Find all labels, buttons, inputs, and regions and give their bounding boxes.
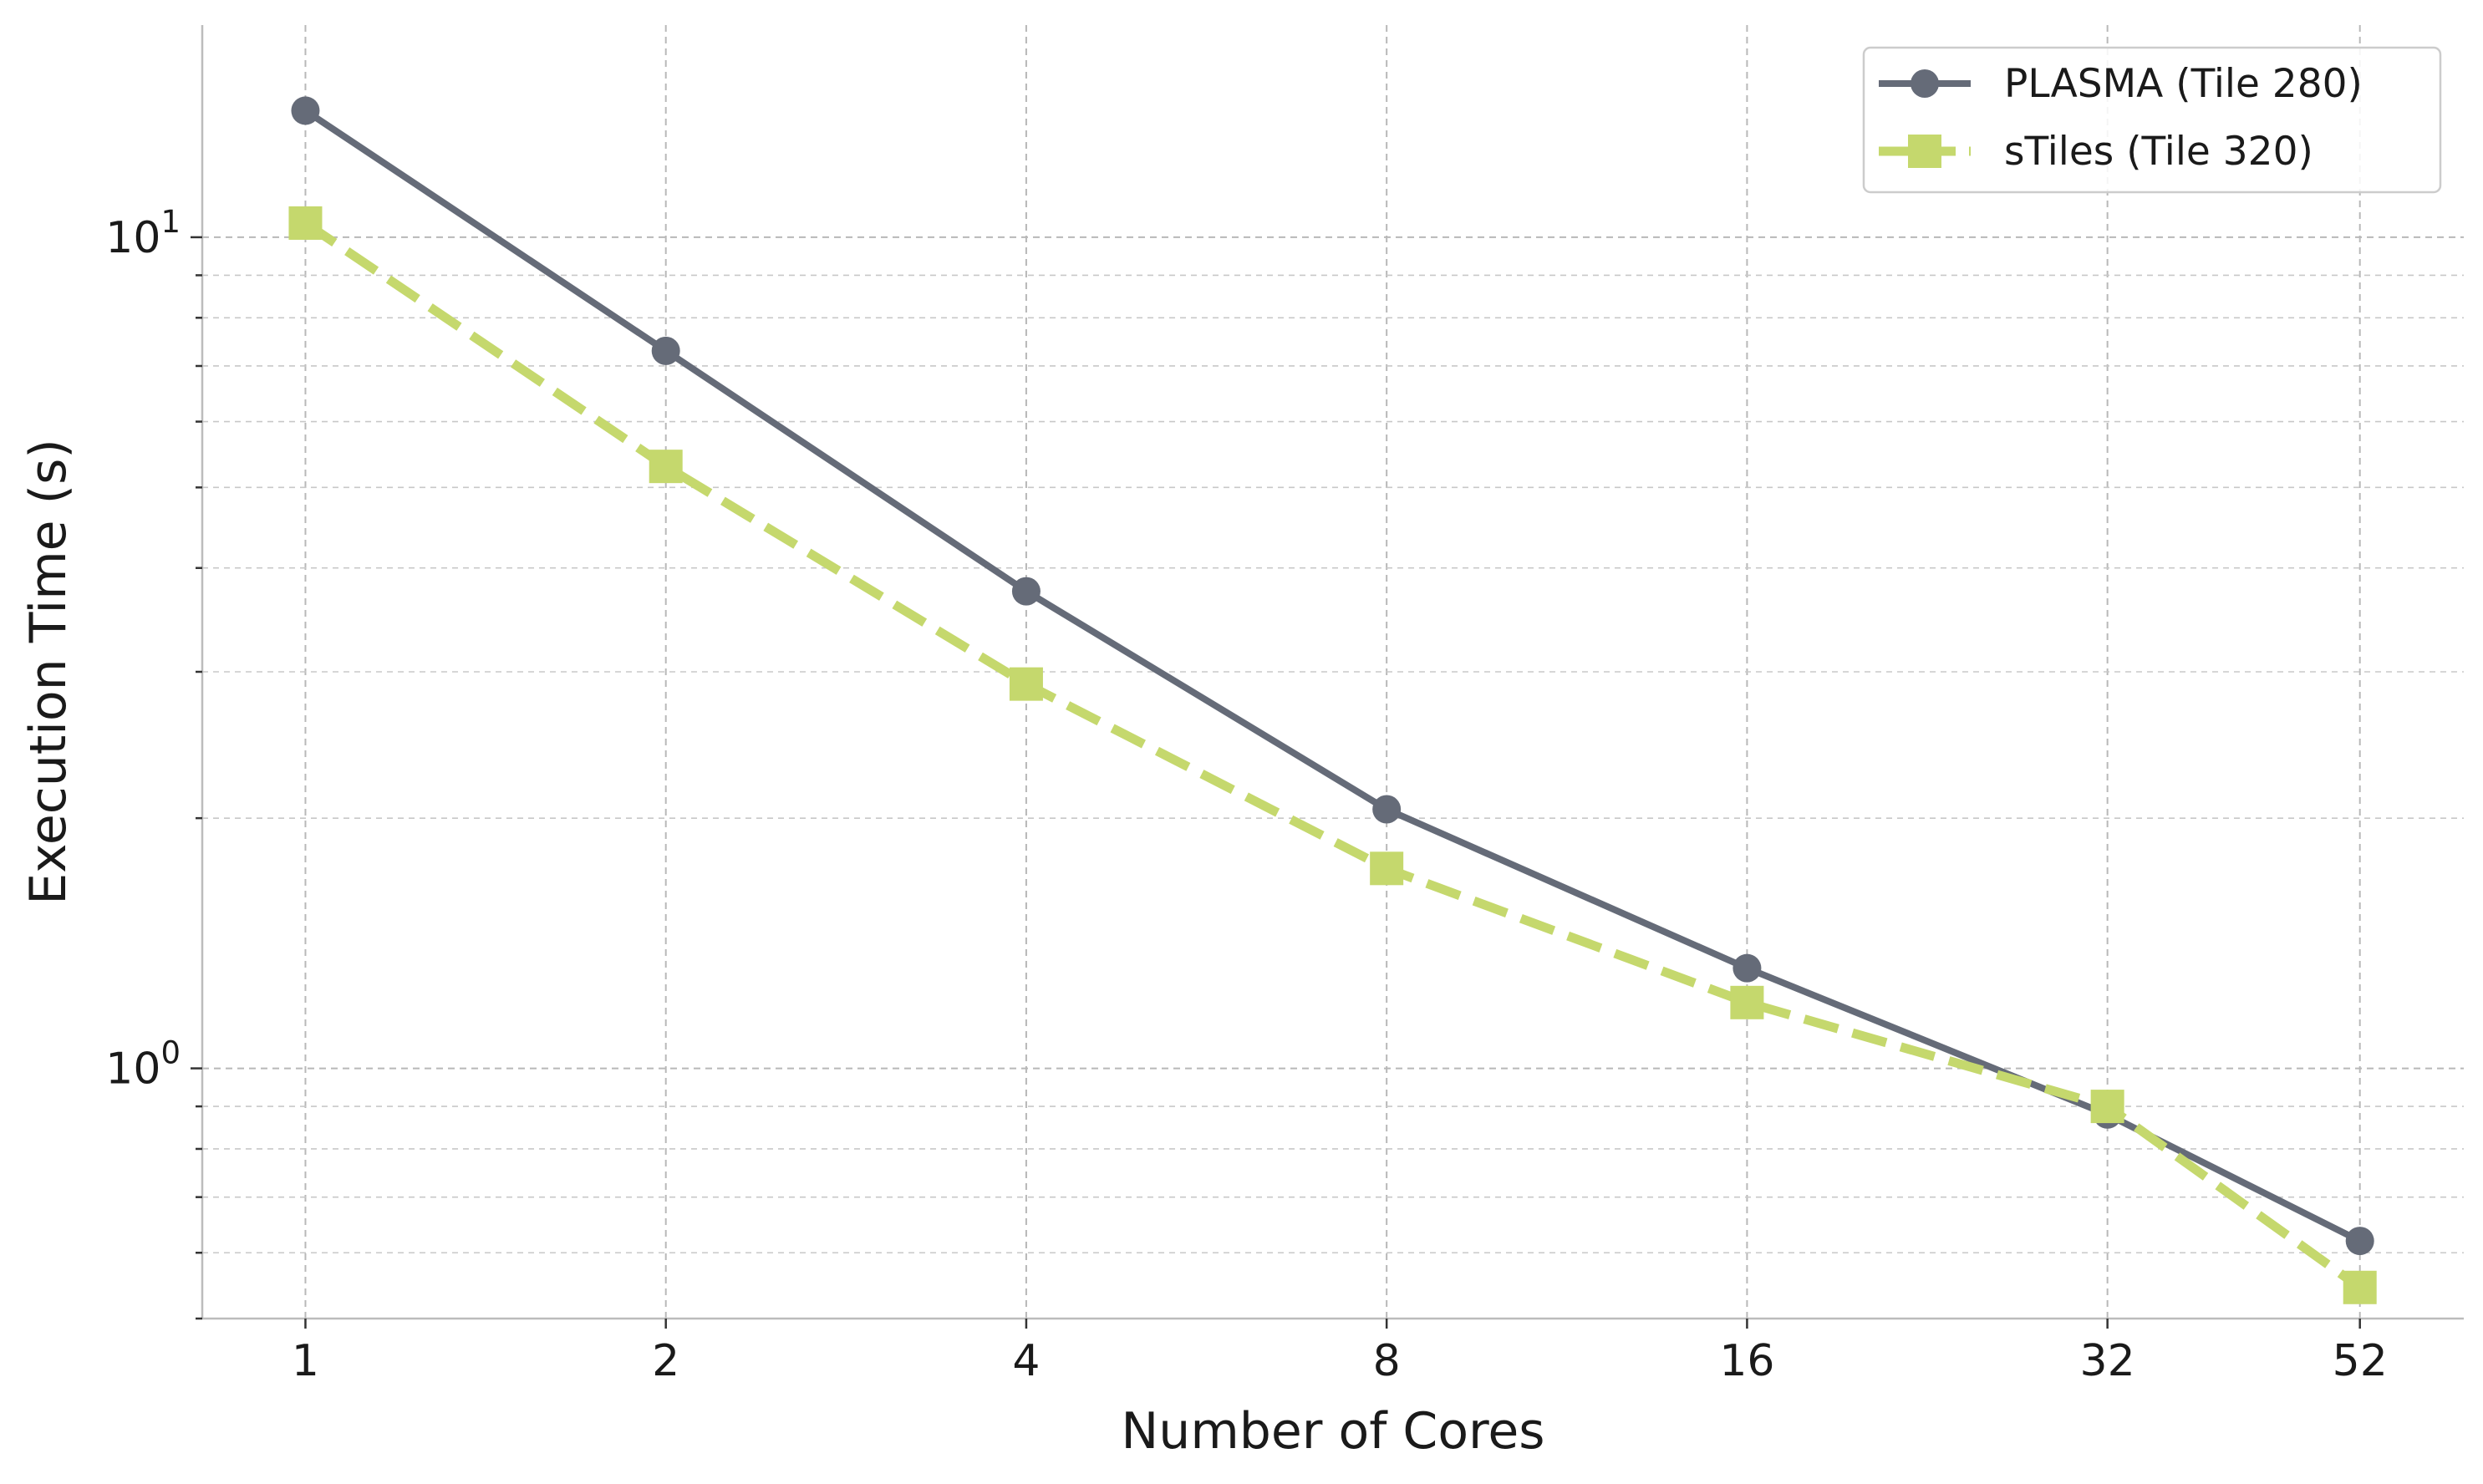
data-point bbox=[651, 336, 680, 365]
data-point bbox=[2345, 1227, 2374, 1256]
legend-marker bbox=[1908, 135, 1941, 168]
x-tick-label: 8 bbox=[1373, 1336, 1401, 1386]
x-axis-label: Number of Cores bbox=[1121, 1402, 1544, 1461]
data-point bbox=[288, 206, 323, 240]
y-axis-label: Execution Time (s) bbox=[19, 439, 78, 905]
legend-label: PLASMA (Tile 280) bbox=[2004, 61, 2363, 107]
data-point bbox=[649, 450, 683, 484]
legend-entry: sTiles (Tile 320) bbox=[1879, 129, 2313, 175]
x-tick-label: 1 bbox=[292, 1336, 319, 1386]
data-point bbox=[1730, 985, 1764, 1019]
series-line bbox=[303, 219, 2363, 1292]
data-point bbox=[291, 96, 320, 125]
legend-box bbox=[1862, 46, 2442, 194]
x-tick-label: 4 bbox=[1012, 1336, 1040, 1386]
x-tick-label: 52 bbox=[2333, 1336, 2388, 1386]
legend-entry: PLASMA (Tile 280) bbox=[1879, 61, 2363, 107]
legend-label: sTiles (Tile 320) bbox=[2004, 129, 2313, 175]
x-tick-label: 16 bbox=[1719, 1336, 1774, 1386]
legend-marker bbox=[1911, 69, 1939, 98]
series-line bbox=[303, 108, 2362, 1244]
legend: PLASMA (Tile 280) sTiles (Tile 320) bbox=[1862, 46, 2442, 194]
y-tick-label: 101 bbox=[105, 204, 181, 263]
data-point bbox=[1370, 851, 1404, 886]
y-tick-label: 100 bbox=[105, 1035, 181, 1095]
series-0 bbox=[291, 96, 2374, 1256]
ticks: 1 2 4 8 16 32 52 100 101 bbox=[105, 204, 2388, 1386]
data-point bbox=[2343, 1270, 2377, 1304]
data-point bbox=[1011, 577, 1041, 606]
x-tick-label: 2 bbox=[652, 1336, 679, 1386]
data-point bbox=[1372, 795, 1402, 824]
data-point bbox=[1009, 667, 1043, 701]
series-1 bbox=[288, 206, 2377, 1304]
data-point bbox=[2090, 1090, 2124, 1124]
data-point bbox=[1733, 953, 1762, 983]
x-tick-label: 32 bbox=[2080, 1336, 2135, 1386]
series bbox=[288, 96, 2377, 1304]
